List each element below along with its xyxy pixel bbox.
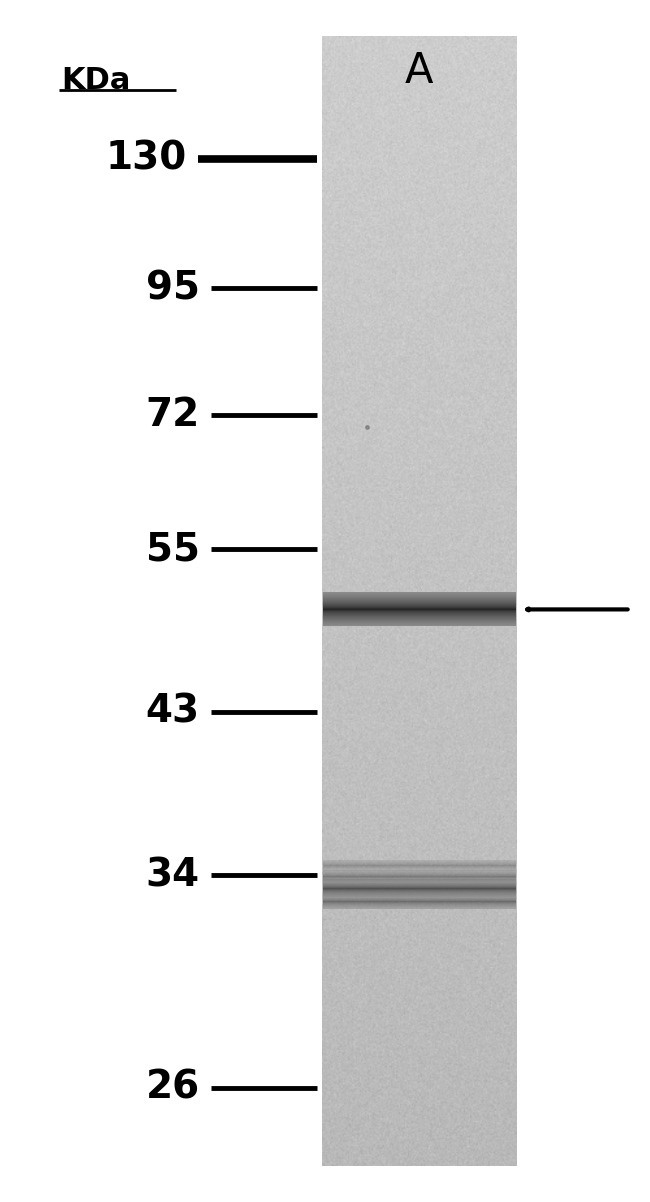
Text: 26: 26: [146, 1069, 200, 1107]
Text: 130: 130: [105, 139, 187, 178]
Text: KDa: KDa: [62, 66, 131, 95]
Text: 55: 55: [146, 530, 200, 569]
Text: 43: 43: [146, 692, 200, 731]
Text: 72: 72: [146, 395, 200, 434]
Text: 34: 34: [146, 856, 200, 894]
Text: A: A: [405, 50, 434, 93]
Text: 95: 95: [146, 269, 200, 308]
